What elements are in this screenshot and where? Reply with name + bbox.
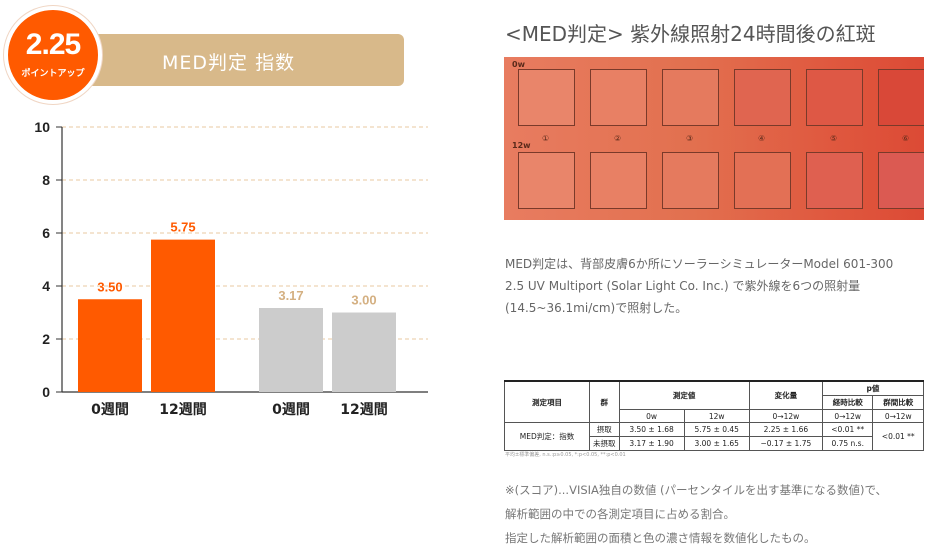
erythema-square [734, 69, 791, 126]
x-category-label: 0週間 [272, 402, 310, 418]
dose-marker: ③ [686, 134, 694, 143]
table-header-12w: 12w [683, 409, 750, 423]
table-cell-12w: 3.00 ± 1.65 [683, 436, 750, 451]
table-row-item: MED判定：指数 [504, 422, 590, 451]
y-tick-label: 2 [42, 331, 50, 347]
erythema-square [518, 69, 575, 126]
bar-value-label: 3.00 [351, 293, 376, 308]
table-cell-group: 未摂取 [589, 436, 620, 451]
table-cell-p-time: <0.01 ** [821, 422, 874, 437]
chart-header-band: MED判定 指数 [60, 34, 404, 86]
erythema-square [590, 152, 647, 209]
table-cell-0w: 3.17 ± 1.90 [618, 436, 685, 451]
table-cell-change: 2.25 ± 1.66 [748, 422, 823, 437]
table-header-p: p値 [821, 380, 925, 396]
bar [259, 307, 323, 392]
table-header-measure: 測定値 [618, 380, 750, 410]
description-line: MED判定は、背部皮膚6か所にソーラーシミュレーターModel 601-300 [505, 257, 894, 271]
erythema-square [878, 152, 924, 209]
note-line: 指定した解析範囲の面積と色の濃さ情報を数値化したもの。 [505, 531, 816, 545]
erythema-square [806, 152, 863, 209]
y-tick-label: 6 [42, 225, 50, 241]
point-up-badge: 2.25 ポイントアップ [4, 6, 102, 104]
table-header-0-12w: 0→12w [748, 409, 823, 423]
table-header-p-time-sub: 0→12w [821, 409, 874, 423]
bar [332, 312, 396, 392]
dose-marker: ② [614, 134, 622, 143]
y-tick-label: 10 [34, 119, 50, 135]
erythema-square [518, 152, 575, 209]
bar [151, 239, 215, 392]
erythema-square [662, 69, 719, 126]
table-header-item: 測定項目 [504, 380, 590, 423]
visia-notes: ※(スコア)...VISIA独自の数値 (パーセンタイルを出す基準になる数値)で… [505, 478, 930, 550]
erythema-square [806, 69, 863, 126]
table-cell-change: −0.17 ± 1.75 [748, 436, 823, 451]
erythema-square [590, 69, 647, 126]
x-category-label: 12週間 [159, 402, 206, 418]
med-index-bar-chart: 0 2 4 6 8 10 3.50 0週間 5.75 12週間 3.17 0週間 3.00 12週間 [34, 119, 428, 418]
x-category-label: 0週間 [91, 402, 129, 418]
photo-row2-label: 12w [512, 141, 531, 150]
table-cell-group: 摂取 [589, 422, 620, 437]
bar [78, 299, 142, 392]
dose-marker: ⑥ [902, 134, 910, 143]
y-tick-label: 0 [42, 384, 50, 400]
erythema-square [734, 152, 791, 209]
table-header-p-group: 群間比較 [872, 395, 924, 410]
bar-value-label: 3.50 [97, 279, 122, 294]
table-header-0w: 0w [618, 409, 685, 423]
x-category-label: 12週間 [340, 402, 387, 418]
erythema-square [878, 69, 924, 126]
results-table: 測定項目 群 測定値 変化量 p値 経時比較 群間比較 0w 12w 0→12w… [504, 380, 925, 451]
table-header-change: 変化量 [748, 380, 823, 410]
table-header-group: 群 [589, 380, 620, 423]
badge-value: 2.25 [25, 28, 81, 61]
table-cell-p-time: 0.75 n.s. [821, 436, 874, 451]
description-line: 2.5 UV Multiport (Solar Light Co. Inc.) … [505, 279, 861, 293]
table-header-p-group-sub: 0→12w [872, 409, 924, 423]
y-tick-label: 8 [42, 172, 50, 188]
table-row: MED判定：指数 摂取 3.50 ± 1.68 5.75 ± 0.45 2.25… [504, 422, 924, 451]
table-cell-12w: 5.75 ± 0.45 [683, 422, 750, 437]
badge-label: ポイントアップ [21, 69, 85, 79]
bar-value-label: 5.75 [170, 220, 195, 235]
bar-value-label: 3.17 [278, 288, 303, 303]
photo-row1-label: 0w [512, 60, 525, 69]
note-line: 解析範囲の中での各測定項目に占める割合。 [505, 507, 735, 521]
med-description: MED判定は、背部皮膚6か所にソーラーシミュレーターModel 601-300 … [505, 253, 925, 319]
table-header-p-time: 経時比較 [821, 395, 874, 410]
table-row: 未摂取 3.17 ± 1.90 3.00 ± 1.65 −0.17 ± 1.75… [505, 436, 924, 451]
chart-title: MED判定 指数 [162, 52, 296, 74]
table-cell-0w: 3.50 ± 1.68 [618, 422, 685, 437]
erythema-photo: 0w 12w ① ② ③ ④ ⑤ ⑥ [504, 57, 924, 220]
table-footnote: 平均±標準偏差, n.s.:p≥0.05, *:p<0.05, **:p<0.0… [505, 452, 626, 458]
y-tick-label: 4 [42, 278, 50, 294]
dose-marker: ⑤ [830, 134, 838, 143]
dose-marker: ④ [758, 134, 766, 143]
table-cell-p-group: <0.01 ** [872, 422, 924, 451]
dose-marker: ① [542, 134, 550, 143]
erythema-square [662, 152, 719, 209]
description-line: (14.5~36.1mi/cm)で照射した。 [505, 301, 688, 315]
med-section-title: <MED判定> 紫外線照射24時間後の紅斑 [505, 22, 876, 46]
note-line: ※(スコア)...VISIA独自の数値 (パーセンタイルを出す基準になる数値)で… [505, 483, 888, 497]
